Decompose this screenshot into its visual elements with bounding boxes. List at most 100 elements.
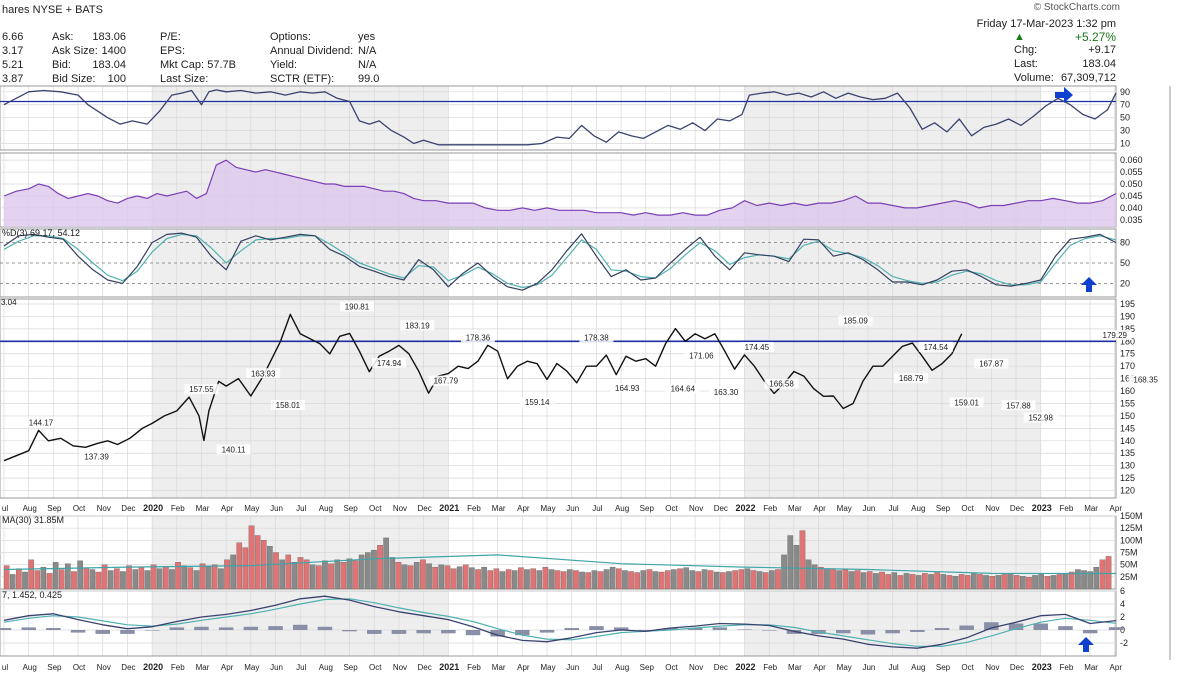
price-label-bg <box>520 397 555 408</box>
x-tick-label: Feb <box>1060 663 1074 672</box>
y-tick-label: 0.040 <box>1120 203 1143 213</box>
x-tick-label: Mar <box>1084 504 1098 513</box>
volume-bar <box>695 571 702 590</box>
price-annotation: 174.45 <box>745 343 770 352</box>
volume-bar <box>346 558 353 590</box>
macd-histogram-bar <box>465 630 481 636</box>
price-annotation: 171.06 <box>689 352 714 361</box>
ask-label: Ask: <box>52 31 74 43</box>
volume-bar <box>756 571 763 590</box>
volume-bar <box>407 565 414 590</box>
x-tick-label: Feb <box>763 504 777 513</box>
volume-bar <box>1056 574 1063 590</box>
volume-bar <box>977 574 983 590</box>
options-label: Options: <box>270 31 311 43</box>
price-label-bg <box>949 397 984 408</box>
volume-bar <box>1001 574 1008 590</box>
volume-bar <box>352 560 359 590</box>
macd-histogram-bar <box>1082 630 1098 634</box>
y-tick-label: 180 <box>1120 336 1135 346</box>
y-tick-label: 0.055 <box>1120 167 1143 177</box>
macd-histogram-bar <box>95 630 110 634</box>
stoch-legend: %D(3) 69.17, 54.12 <box>2 228 80 238</box>
volume-bar <box>438 564 445 590</box>
volume-bar <box>964 575 971 590</box>
macd-histogram-bar <box>885 630 900 634</box>
ask-size-value: 1400 <box>101 45 126 57</box>
macd-histogram-bar <box>910 630 925 632</box>
y-tick-label: 0.050 <box>1120 179 1143 189</box>
volume-bar <box>83 567 90 590</box>
volume-bar <box>971 573 977 590</box>
dividend-label: Annual Dividend: <box>270 45 354 57</box>
price-annotation: 158.01 <box>276 401 301 410</box>
volume-bar <box>995 575 1002 590</box>
macd-histogram-bar <box>268 626 283 630</box>
macd-histogram-bar <box>293 624 308 630</box>
pe-label: P/E: <box>160 31 181 43</box>
x-tick-label: Feb <box>171 504 185 513</box>
volume-bar <box>101 564 108 590</box>
volume-bar <box>952 576 959 590</box>
panel-frame <box>0 228 1117 298</box>
volume-bar <box>1081 570 1087 590</box>
macd-histogram-bar <box>391 630 407 634</box>
price-label-bg <box>918 341 953 352</box>
x-tick-label: Nov <box>393 504 407 513</box>
y-tick-label: 140 <box>1120 436 1135 446</box>
volume-bar <box>769 570 775 590</box>
y-tick-label: 50M <box>1120 560 1138 570</box>
volume-bar <box>799 530 806 590</box>
volume-bar <box>640 570 647 590</box>
x-tick-label: Sep <box>936 504 951 513</box>
price-annotation: 152.98 <box>1028 413 1053 422</box>
x-tick-label: Apr <box>1110 504 1123 513</box>
x-tick-label: Aug <box>23 663 37 672</box>
volume-bar <box>885 574 891 590</box>
y-tick-label: 190 <box>1120 311 1135 321</box>
volume-bar <box>444 565 451 590</box>
bid-size-value: 100 <box>107 73 126 85</box>
y-tick-label: 195 <box>1120 299 1135 309</box>
left-value: 3.17 <box>2 45 24 57</box>
macd-histogram-bar <box>1058 626 1073 630</box>
price-label-bg <box>216 444 251 455</box>
price-annotation: 183.19 <box>405 321 430 330</box>
x-tick-label: ul <box>2 504 8 513</box>
volume-bar <box>420 559 426 590</box>
y-tick-label: 25M <box>1120 572 1138 582</box>
volume-bar <box>22 571 28 590</box>
x-tick-label: Mar <box>788 504 802 513</box>
volume-bar <box>1068 571 1075 590</box>
y-tick-label: 120 <box>1120 486 1135 496</box>
price-label-bg <box>372 357 407 368</box>
volume-bar <box>481 566 487 590</box>
x-tick-label: Sep <box>343 663 358 672</box>
y-tick-label: 150 <box>1120 411 1135 421</box>
price-label-bg <box>739 342 774 353</box>
ask-size-label: Ask Size: <box>52 45 98 57</box>
volume-bar <box>1093 566 1100 590</box>
volume-bar <box>536 570 543 590</box>
price-label-bg <box>1001 400 1036 411</box>
price-annotation: 167.79 <box>434 377 459 386</box>
volume-bar <box>365 552 371 590</box>
volume-bar <box>1105 556 1112 590</box>
macd-histogram-bar <box>194 626 209 631</box>
y-tick-label: 0.035 <box>1120 215 1143 225</box>
volume-bar <box>3 565 10 590</box>
volume-bar <box>585 572 591 590</box>
y-tick-label: 4 <box>1120 599 1125 609</box>
price-annotation: 157.55 <box>189 385 214 394</box>
y-tick-label: -2 <box>1120 638 1128 648</box>
volume-bar <box>860 572 867 590</box>
price-label-bg <box>894 373 929 384</box>
volume-bar <box>52 562 59 590</box>
x-tick-label: Sep <box>640 663 655 672</box>
volume-bar <box>211 564 218 590</box>
volume-bar <box>401 564 408 590</box>
price-annotation: 179.29 <box>1103 331 1128 340</box>
volume-bar <box>303 559 310 590</box>
panel-frame <box>0 298 1117 499</box>
